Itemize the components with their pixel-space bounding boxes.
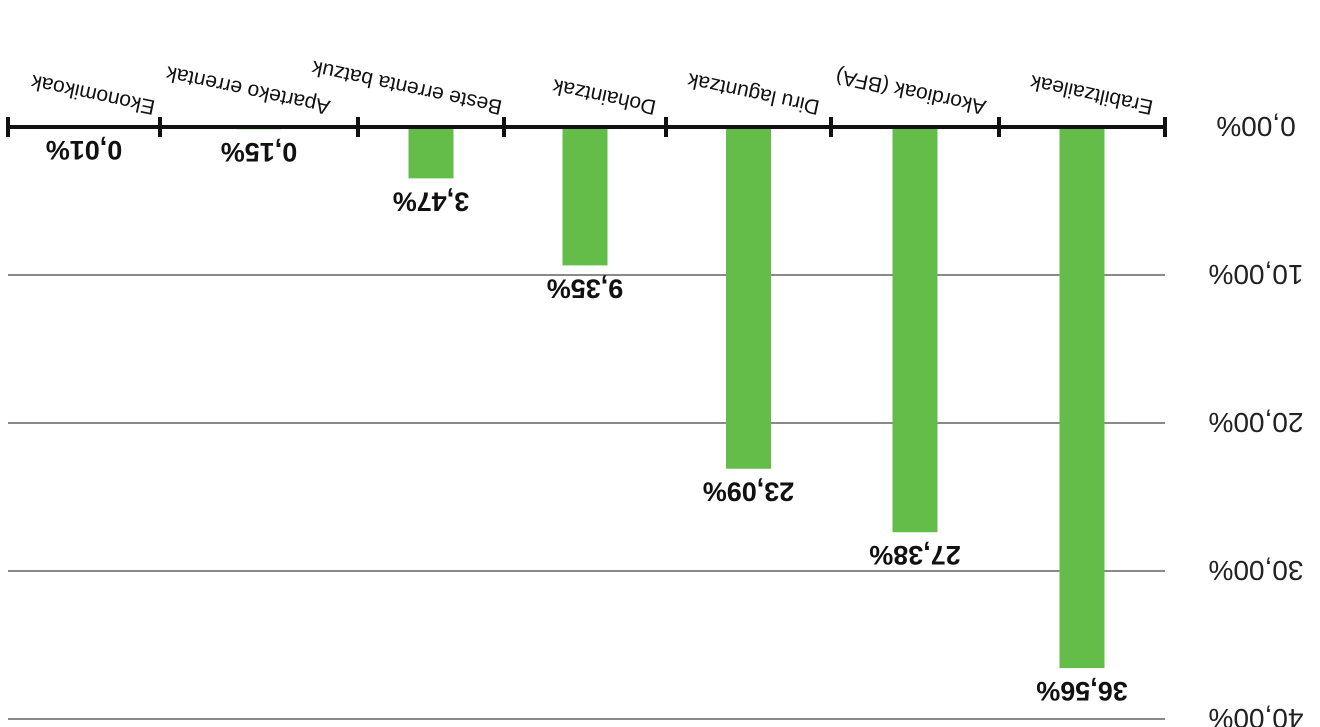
data-label-4: 9,35% — [547, 273, 624, 303]
tick-label-10: 10,00% — [1209, 259, 1304, 290]
bar-4 — [562, 127, 608, 266]
tick-label-30: 30,00% — [1209, 555, 1304, 586]
data-label-5: 23,09% — [703, 477, 795, 507]
tick-label-20: 20,00% — [1209, 407, 1304, 438]
gridlines — [8, 274, 1165, 720]
category-label-3: Beste errenta batzuk — [309, 56, 504, 119]
category-label-2: Aparteko errentak — [163, 61, 332, 118]
data-label-1: 0,01% — [46, 135, 123, 165]
value-axis-tick-labels: 0,00% 10,00% 20,00% 30,00% 40,00% — [1209, 111, 1304, 727]
data-label-6: 27,38% — [869, 540, 961, 570]
category-label-4: Dohaintzak — [550, 74, 658, 118]
data-label-7: 36,56% — [1036, 676, 1128, 706]
category-label-1: Ekonomikoak — [28, 70, 157, 119]
category-label-6: Akordioak (BFA) — [834, 64, 988, 118]
tick-label-0: 0,00% — [1216, 111, 1295, 142]
data-label-2: 0,15% — [221, 137, 298, 167]
category-axis — [6, 117, 1167, 137]
data-labels: 0,01% 0,15% 3,47% 9,35% 23,09% 27,38% 36,56% — [46, 135, 1128, 706]
bar-6 — [892, 127, 938, 533]
data-label-3: 3,47% — [393, 186, 470, 216]
category-label-7: Erabiltzaileak — [1028, 70, 1155, 119]
category-label-5: Diru laguntzak — [685, 68, 822, 119]
bar-3 — [408, 127, 454, 179]
tick-label-40: 40,00% — [1209, 703, 1304, 727]
bar-5 — [726, 127, 771, 469]
bar-7 — [1059, 127, 1105, 669]
bars — [61, 127, 1105, 669]
